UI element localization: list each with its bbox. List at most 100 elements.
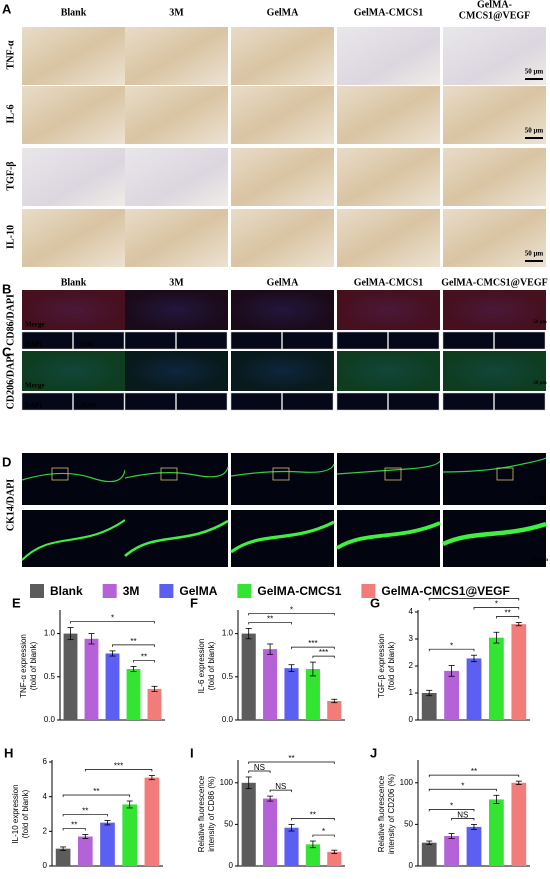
fluorescence-tint	[443, 290, 546, 330]
ihc-image	[443, 148, 546, 206]
fluorescence-image	[231, 290, 334, 330]
y-tick-label: 2	[43, 826, 48, 835]
significance-bracket	[428, 788, 497, 792]
significance-label: *	[290, 606, 293, 615]
zoom-box	[272, 467, 290, 481]
fluorescence-split	[336, 392, 388, 411]
bar	[63, 633, 78, 720]
column-header: Blank	[61, 7, 87, 18]
scale-bar-label: 50 μm	[533, 320, 547, 325]
ihc-image	[337, 148, 440, 206]
significance-bracket	[473, 607, 520, 610]
panel-letter: D	[2, 454, 11, 469]
fluorescence-image	[22, 351, 125, 391]
significance-label: **	[141, 653, 147, 662]
significance-bracket	[70, 621, 155, 624]
y-tick-label: 3	[409, 634, 414, 643]
bar	[466, 658, 482, 720]
zoom-box	[496, 467, 514, 481]
bar	[305, 844, 320, 866]
epidermis-outline	[442, 457, 547, 473]
legend-label: GelMA-CMCS1	[257, 584, 341, 598]
significance-label: **	[288, 754, 294, 763]
ihc-image	[22, 27, 125, 85]
scale-bar-label: 1 mm	[534, 496, 547, 501]
y-axis-label: IL-10 expression	[11, 784, 20, 843]
significance-label: **	[471, 767, 477, 776]
bar	[55, 848, 71, 866]
y-axis-label: (fold of blank)	[207, 641, 216, 690]
y-tick-label: 100	[220, 778, 234, 787]
significance-label: **	[71, 821, 77, 830]
legend-label: Blank	[50, 584, 83, 598]
fluorescence-tint	[443, 351, 546, 391]
y-tick-label: 0.5	[222, 672, 234, 681]
panel-letter: J	[370, 745, 377, 760]
y-tick-label: 100	[400, 778, 414, 787]
panel-letter: C	[2, 344, 12, 359]
y-tick-label: 0.0	[44, 715, 56, 724]
fluorescence-split	[336, 331, 388, 350]
row-label: IL-10	[5, 225, 16, 249]
legend-swatch	[361, 584, 376, 598]
ihc-image	[231, 209, 334, 267]
bar	[489, 799, 504, 866]
fluorescence-split	[388, 392, 440, 411]
column-header: GelMA-	[477, 0, 512, 10]
significance-bracket	[312, 655, 335, 659]
fluorescence-split	[230, 331, 282, 350]
tissue-image	[231, 453, 334, 505]
tissue-image	[443, 453, 546, 505]
panel-letter: G	[370, 595, 380, 610]
y-axis-label: intensity of CD206 (%)	[387, 774, 396, 854]
zoom-image	[231, 510, 334, 567]
significance-label: *	[322, 827, 325, 836]
y-tick-label: 6	[43, 757, 48, 766]
row-label: CD86/DAPI	[5, 294, 16, 346]
panel-letter: I	[190, 745, 194, 760]
significance-label: **	[130, 637, 136, 646]
fluorescence-split	[282, 392, 334, 411]
fluorescence-tint	[231, 290, 334, 330]
legend-swatch	[237, 584, 252, 598]
significance-bracket	[133, 660, 155, 663]
y-tick-label: 50	[224, 820, 233, 829]
fluorescence-split	[124, 331, 176, 350]
significance-label: ***	[308, 639, 317, 648]
bar	[444, 670, 459, 720]
epidermis-outline	[230, 463, 335, 477]
channel-label: DAPI	[25, 341, 42, 349]
significance-label: NS	[275, 782, 286, 791]
bar	[105, 653, 120, 720]
ihc-image	[125, 148, 228, 206]
y-axis-label: TGF-β expression	[377, 634, 386, 698]
fluorescence-tint	[22, 290, 125, 330]
fluorescence-image	[337, 290, 440, 330]
fluorescence-split	[21, 392, 73, 411]
panel-letter: E	[12, 595, 21, 610]
zoom-box	[160, 467, 178, 481]
significance-bracket	[62, 794, 131, 797]
column-header: GelMA-CMCS1	[354, 7, 423, 18]
column-header: Blank	[61, 277, 87, 288]
y-axis-label: Relative fluorescence	[197, 775, 206, 852]
column-header: 3M	[169, 277, 184, 288]
legend-swatch	[159, 584, 174, 598]
fluorescence-split	[442, 331, 494, 350]
ihc-image	[443, 209, 546, 267]
y-tick-label: 2	[409, 661, 414, 670]
significance-bracket	[248, 761, 335, 764]
epidermis-zoom	[21, 519, 126, 561]
row-label: IL-6	[5, 105, 16, 124]
y-tick-label: 0.5	[44, 672, 56, 681]
legend-swatch	[30, 584, 44, 598]
y-tick-label: 0	[229, 861, 234, 870]
bar	[511, 782, 527, 866]
channel-label: CD86	[76, 341, 94, 349]
significance-label: **	[504, 609, 510, 618]
y-tick-label: 4	[43, 792, 48, 801]
bar	[305, 669, 320, 720]
bar	[122, 804, 138, 866]
bar	[327, 700, 342, 720]
fluorescence-image	[231, 351, 334, 391]
